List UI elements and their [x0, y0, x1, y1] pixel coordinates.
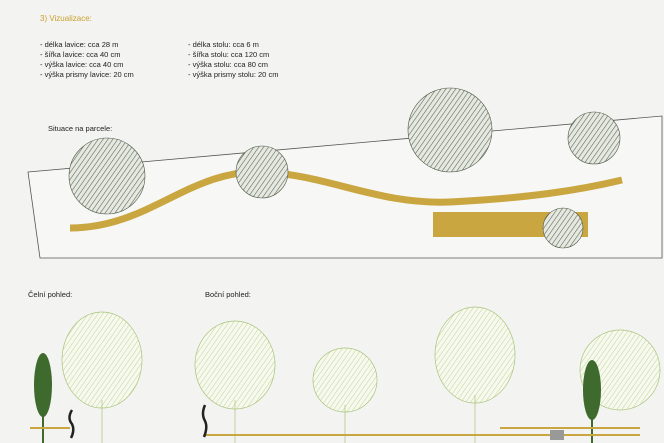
- label: Čelní pohled:: [28, 290, 73, 299]
- list-item: - délka lavice: cca 28 m: [40, 40, 119, 49]
- list-item: - délka stolu: cca 6 m: [188, 40, 259, 49]
- heading: 3) Vizualizace:: [40, 14, 92, 23]
- label: Boční pohled:: [205, 290, 251, 299]
- list-item: - výška prismy stolu: 20 cm: [188, 70, 279, 79]
- list-item: - šířka lavice: cca 40 cm: [40, 50, 121, 59]
- bench-list: - délka lavice: cca 28 m- šířka lavice: …: [40, 40, 134, 80]
- list-item: - výška lavice: cca 40 cm: [40, 60, 124, 69]
- people: [68, 404, 208, 439]
- trees-plan: [68, 87, 621, 249]
- trees-elevation: [61, 306, 661, 443]
- table-elevation: [550, 430, 564, 440]
- bench: [69, 168, 623, 232]
- ground: [30, 427, 640, 436]
- label: Situace na parcele:: [48, 124, 113, 133]
- list-item: - šířka stolu: cca 120 cm: [188, 50, 270, 59]
- list-item: - výška stolu: cca 80 cm: [188, 60, 269, 69]
- table-list: - délka stolu: cca 6 m- šířka stolu: cca…: [188, 40, 278, 80]
- list-item: - výška prismy lavice: 20 cm: [40, 70, 134, 79]
- cypress: [34, 353, 601, 443]
